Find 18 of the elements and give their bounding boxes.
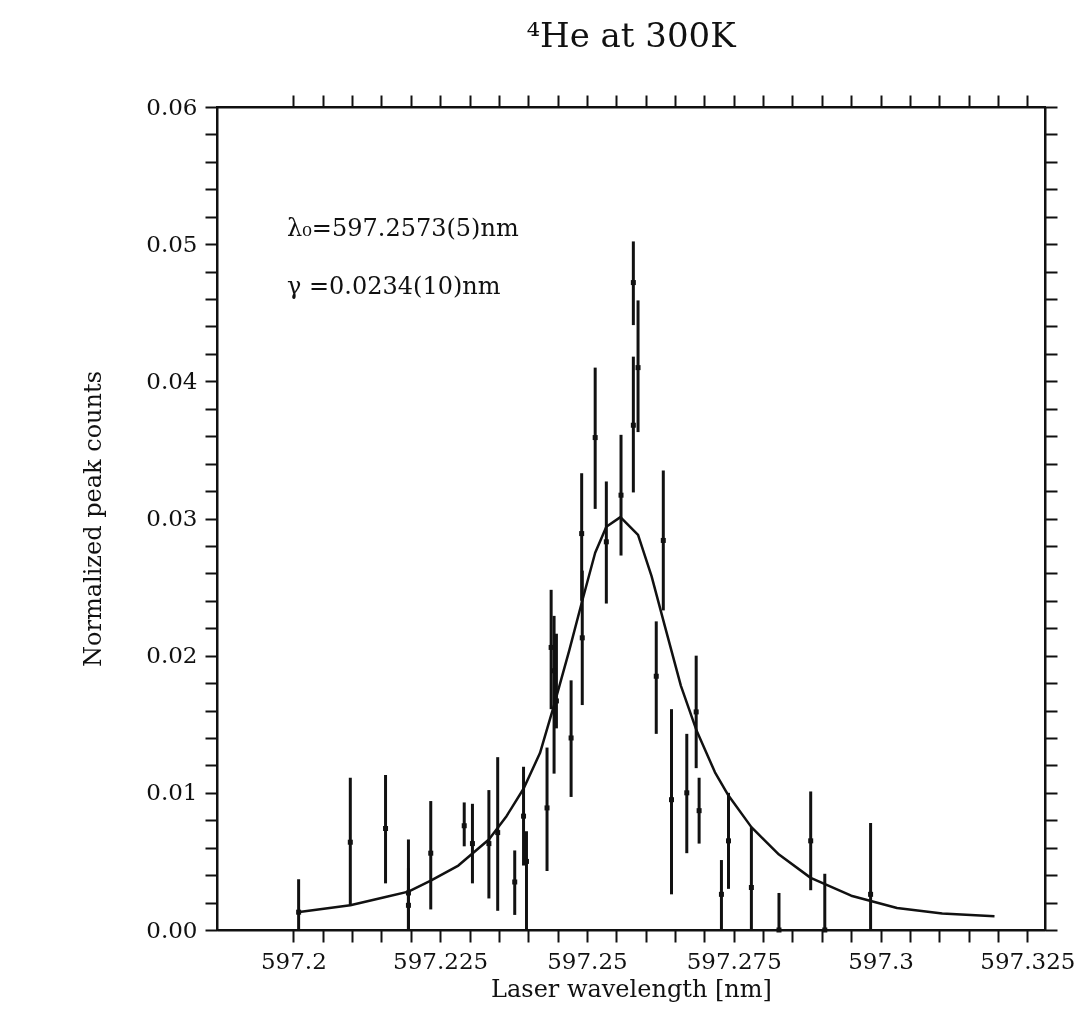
y-tick-label: 0.04 — [146, 367, 198, 394]
chart-title: ⁴He at 300K — [526, 15, 737, 55]
x-tick-label: 597.2 — [260, 947, 327, 974]
y-tick-label: 0.06 — [146, 93, 198, 120]
annotation: λ₀=597.2573(5)nm — [287, 214, 519, 242]
x-tick-label: 597.275 — [686, 947, 782, 974]
x-tick-label: 597.25 — [547, 947, 628, 974]
y-tick-label: 0.03 — [146, 505, 198, 531]
y-axis-title: Normalized peak counts — [79, 371, 108, 667]
annotation: γ =0.0234(10)nm — [287, 272, 501, 300]
x-axis-title: Laser wavelength [nm] — [491, 974, 772, 1003]
y-tick-label: 0.05 — [146, 230, 198, 257]
x-tick-label: 597.3 — [848, 947, 914, 974]
x-tick-label: 597.325 — [980, 947, 1076, 974]
x-tick-label: 597.225 — [393, 947, 489, 974]
y-tick-label: 0.02 — [146, 642, 198, 669]
y-tick-label: 0.00 — [146, 916, 198, 943]
y-tick-label: 0.01 — [146, 779, 198, 806]
